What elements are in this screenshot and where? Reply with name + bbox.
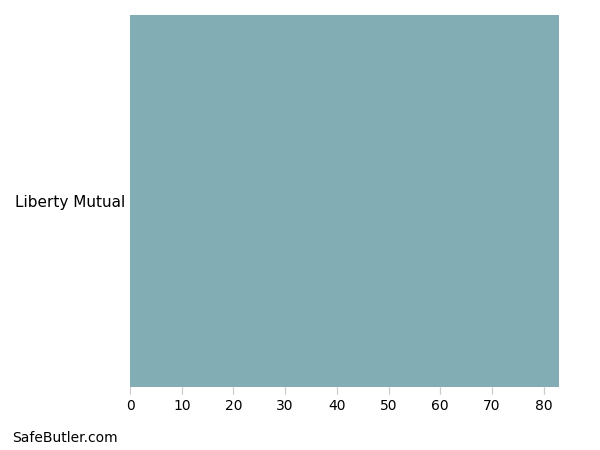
Text: SafeButler.com: SafeButler.com [12, 432, 118, 446]
